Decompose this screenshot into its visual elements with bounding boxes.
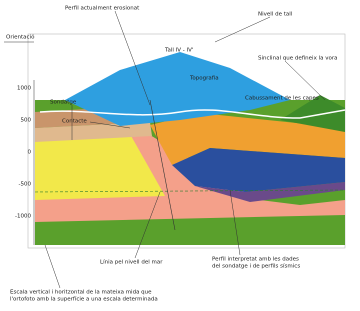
diagram: 1000 500 0 -500 -1000 Orientació Perfil … bbox=[0, 0, 360, 311]
label: Nivell de tall bbox=[258, 12, 293, 18]
axis-tick: 0 bbox=[28, 150, 32, 156]
label: del sondatge i de perfils sísmics bbox=[212, 263, 300, 270]
label: Perfil interpretat amb les dades bbox=[212, 257, 299, 263]
axis-tick: -500 bbox=[19, 182, 32, 188]
label: Topografia bbox=[189, 76, 219, 82]
label: Orientació bbox=[6, 34, 35, 41]
label: Sinclinal que defineix la vora bbox=[258, 56, 337, 62]
caption: Escala vertical i horitzontal de la mate… bbox=[10, 290, 152, 296]
axis-tick: -1000 bbox=[15, 214, 31, 220]
label: Línia pel nivell del mar bbox=[100, 259, 163, 266]
leader bbox=[45, 245, 60, 288]
label: Contacte bbox=[62, 119, 87, 125]
label: Sondatge bbox=[50, 100, 77, 106]
axis-tick: 500 bbox=[21, 118, 32, 124]
label: Tall IV - IV' bbox=[164, 48, 193, 54]
label: Perfil actualment erosionat bbox=[65, 6, 140, 12]
label: Cabussament de les capes bbox=[245, 96, 319, 102]
axis-tick: 1000 bbox=[17, 86, 31, 92]
caption: l'ortofoto amb la superfície a una escal… bbox=[10, 296, 158, 303]
